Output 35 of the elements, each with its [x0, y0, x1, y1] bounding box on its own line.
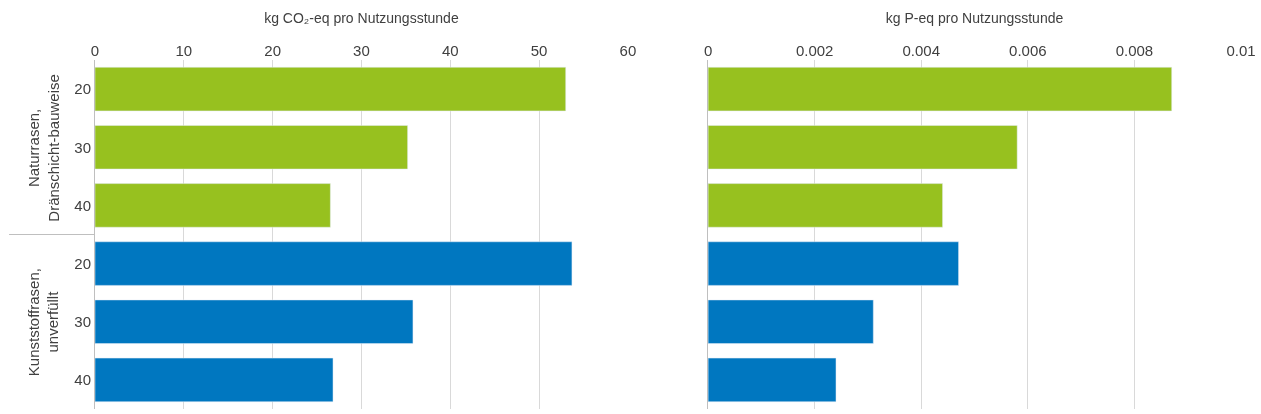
x-tick-label: 20: [264, 42, 281, 59]
y-tick-label: 30: [74, 313, 91, 330]
bar: [95, 241, 573, 286]
bar: [95, 183, 331, 228]
text: Naturrasen, Dränschicht-bauweise: [25, 74, 62, 222]
bar: [95, 357, 334, 402]
x-tick-label: 0.002: [795, 42, 834, 59]
bar: [95, 125, 408, 170]
y-tick-label: 20: [74, 80, 91, 98]
y-tick-label: 40: [74, 371, 91, 389]
bar: [95, 299, 414, 344]
x-tick-label: 0: [90, 42, 100, 59]
y-tick-label: 30: [74, 138, 91, 156]
y-tick-label: 40: [74, 196, 91, 214]
x-tick-label: 50: [530, 42, 548, 59]
x-tick-label: 0.006: [1009, 42, 1047, 59]
text: Kunststoffrasen, unverfüllt: [24, 268, 62, 377]
x-axis-title: kg P-eq pro Nutzungsstunde: [885, 9, 1064, 26]
x-axis-title: kg CO₂-eq pro Nutzungsstunde: [264, 9, 459, 26]
x-tick-label: 0.004: [902, 42, 941, 59]
y-tick-label: 20: [74, 254, 91, 272]
bar: [708, 183, 943, 228]
x-tick-label: 0: [703, 42, 713, 59]
x-tick-label: 30: [353, 42, 370, 59]
x-tick-label: 10: [175, 42, 193, 59]
bar: [708, 357, 837, 402]
x-tick-label: 40: [441, 42, 459, 59]
x-tick-label: 0.01: [1226, 42, 1256, 59]
bar: [708, 241, 959, 286]
bar: [95, 67, 566, 112]
bar: [708, 125, 1018, 170]
x-tick-label: 60: [619, 42, 637, 59]
bar: [708, 299, 874, 344]
x-tick-label: 0.008: [1115, 42, 1154, 59]
bar: [708, 67, 1172, 112]
